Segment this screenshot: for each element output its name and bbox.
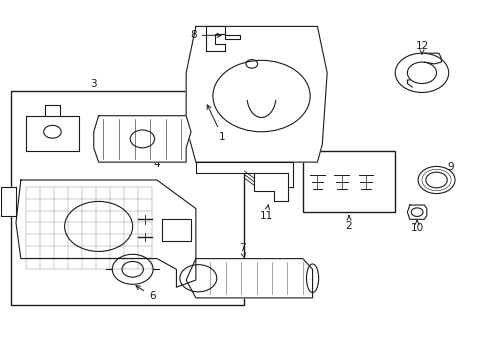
Text: 9: 9 — [447, 162, 453, 172]
Polygon shape — [186, 258, 312, 298]
Polygon shape — [196, 162, 292, 187]
Text: 10: 10 — [410, 220, 423, 233]
Polygon shape — [26, 116, 79, 152]
Text: 7: 7 — [238, 243, 245, 258]
Polygon shape — [1, 187, 16, 216]
Text: 12: 12 — [414, 41, 427, 54]
Text: 3: 3 — [90, 78, 97, 89]
Text: 1: 1 — [207, 105, 225, 142]
Text: 11: 11 — [259, 205, 272, 221]
Polygon shape — [205, 26, 224, 51]
Polygon shape — [224, 35, 239, 39]
Text: 4: 4 — [149, 148, 160, 169]
Polygon shape — [407, 205, 426, 219]
Polygon shape — [162, 219, 191, 241]
Bar — [302, 152, 394, 212]
Text: 2: 2 — [345, 216, 352, 231]
Text: 6: 6 — [136, 286, 155, 301]
Polygon shape — [254, 173, 287, 202]
Polygon shape — [16, 180, 196, 287]
Polygon shape — [94, 116, 191, 162]
Text: 5: 5 — [54, 143, 66, 153]
Text: 8: 8 — [190, 30, 221, 40]
Polygon shape — [186, 26, 326, 162]
Bar — [11, 91, 244, 305]
